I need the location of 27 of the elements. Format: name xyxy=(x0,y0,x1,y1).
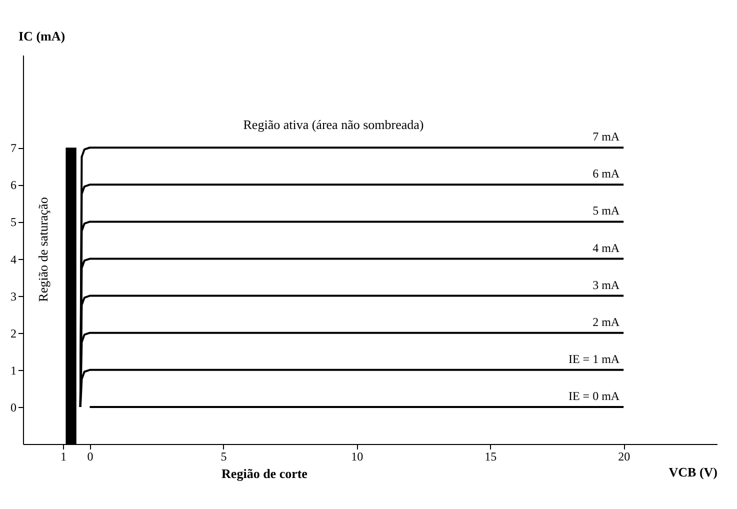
y-tick-label: 1 xyxy=(10,363,16,378)
text: Região de corte xyxy=(222,466,308,481)
x-tick-label: 10 xyxy=(351,450,364,464)
y-tick-label: 3 xyxy=(10,289,16,304)
series-label: 4 mA xyxy=(592,240,620,255)
y-tick-label: 6 xyxy=(10,178,16,192)
y-tick-label: 4 xyxy=(10,252,16,266)
series-label: 5 mA xyxy=(592,204,620,218)
y-axis-title: IC (mA) xyxy=(18,28,66,44)
y-tick-label: 0 xyxy=(10,400,16,414)
x-axis-title: VCB (V) xyxy=(668,464,718,480)
x-tick-label: 5 xyxy=(220,450,227,464)
series-label: IE = 0 mA xyxy=(568,388,620,403)
series-label: 7 mA xyxy=(592,130,620,144)
y-tick-label: 2 xyxy=(10,326,16,340)
series-label: 2 mA xyxy=(592,314,620,329)
series-label: IE = 1 mA xyxy=(568,352,620,366)
y-tick-label: 5 xyxy=(10,215,16,230)
annotation: Região de saturação xyxy=(36,197,51,302)
x-tick-label: 15 xyxy=(484,450,497,464)
y-tick-label: 7 xyxy=(10,141,16,156)
x-tick-label: 1 xyxy=(60,450,67,464)
series-label: 6 mA xyxy=(592,166,620,181)
x-tick-label: 20 xyxy=(618,450,630,464)
x-tick-label: 0 xyxy=(87,450,94,464)
series-label: 3 mA xyxy=(592,278,620,292)
annotation: Região ativa (área não sombreada) xyxy=(243,117,424,132)
